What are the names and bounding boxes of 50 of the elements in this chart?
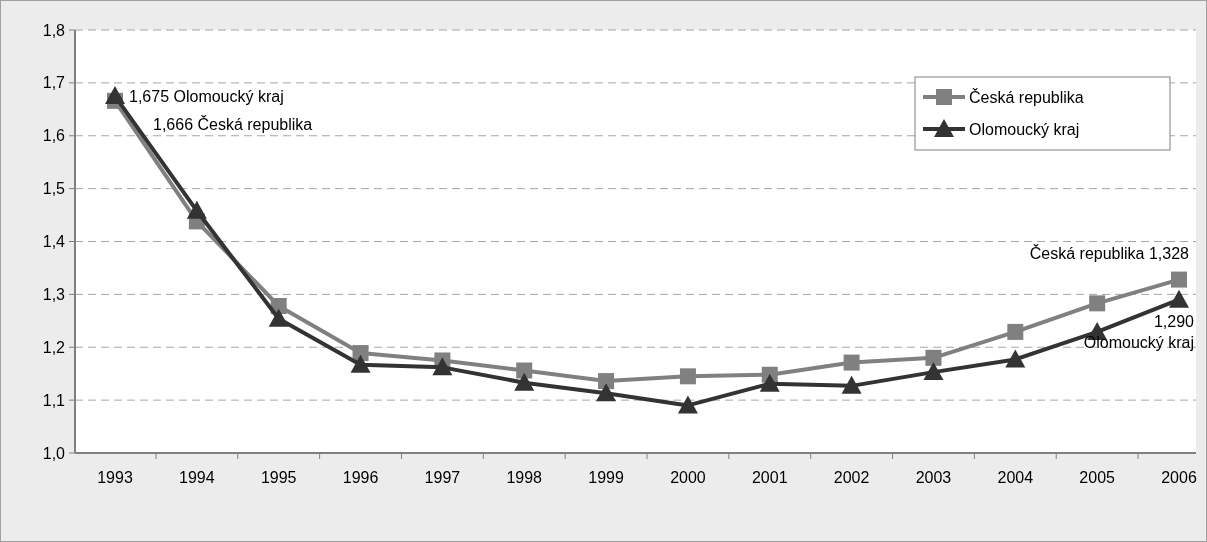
x-tick-label: 1994 bbox=[179, 469, 215, 486]
point bbox=[677, 395, 698, 414]
point bbox=[679, 368, 696, 385]
point bbox=[268, 308, 289, 327]
point bbox=[598, 373, 615, 390]
point bbox=[350, 354, 371, 373]
y-tick-label: 1,1 bbox=[42, 391, 66, 409]
point bbox=[923, 362, 944, 381]
annotation: 1,675 Olomoucký kraj bbox=[129, 87, 284, 105]
point bbox=[105, 86, 125, 105]
x-tick-label: 2000 bbox=[670, 469, 706, 486]
x-tick-label: 1998 bbox=[506, 469, 543, 486]
x-tick-label: 2004 bbox=[997, 469, 1034, 486]
x-tick-label: 1999 bbox=[588, 469, 624, 486]
x-tick-label: 2001 bbox=[751, 469, 788, 486]
annotation: 1,290 Olomoucký kraj bbox=[1083, 313, 1195, 352]
x-tick-label: 2005 bbox=[1079, 469, 1116, 486]
x-tick-label: 2006 bbox=[1161, 469, 1197, 486]
point bbox=[1169, 289, 1189, 308]
point bbox=[516, 362, 533, 379]
x-tick-label: 1997 bbox=[424, 469, 461, 486]
x-tick-label: 1995 bbox=[260, 469, 297, 486]
x-tick-label: 1993 bbox=[97, 469, 133, 486]
annotation: Česká republika 1,328 bbox=[1029, 244, 1190, 263]
annotation: 1,666 Česká republika bbox=[153, 115, 313, 134]
y-tick-label: 1,7 bbox=[42, 74, 66, 92]
point bbox=[1171, 271, 1187, 288]
y-tick-label: 1,8 bbox=[42, 21, 66, 39]
x-tick-label: 1996 bbox=[342, 469, 379, 486]
y-tick-label: 1,2 bbox=[42, 338, 66, 356]
y-tick-label: 1,6 bbox=[42, 127, 66, 145]
legend-label: Česká republika bbox=[969, 87, 1084, 106]
y-tick-label: 1,5 bbox=[42, 180, 66, 198]
point bbox=[759, 373, 780, 392]
y-tick-label: 1,0 bbox=[42, 444, 66, 462]
point bbox=[843, 354, 860, 371]
point bbox=[1005, 349, 1026, 368]
y-tick-label: 1,4 bbox=[42, 233, 66, 251]
legend-label: Olomoucký kraj bbox=[969, 120, 1080, 138]
point bbox=[432, 357, 453, 376]
point bbox=[1007, 323, 1024, 340]
x-tick-label: 2002 bbox=[833, 469, 870, 486]
x-tick-label: 2003 bbox=[915, 469, 952, 486]
point bbox=[925, 349, 942, 366]
point bbox=[841, 375, 862, 394]
point bbox=[514, 372, 535, 391]
point bbox=[1089, 295, 1106, 312]
y-tick-label: 1,3 bbox=[42, 285, 66, 303]
point bbox=[596, 383, 617, 402]
point bbox=[186, 200, 207, 219]
